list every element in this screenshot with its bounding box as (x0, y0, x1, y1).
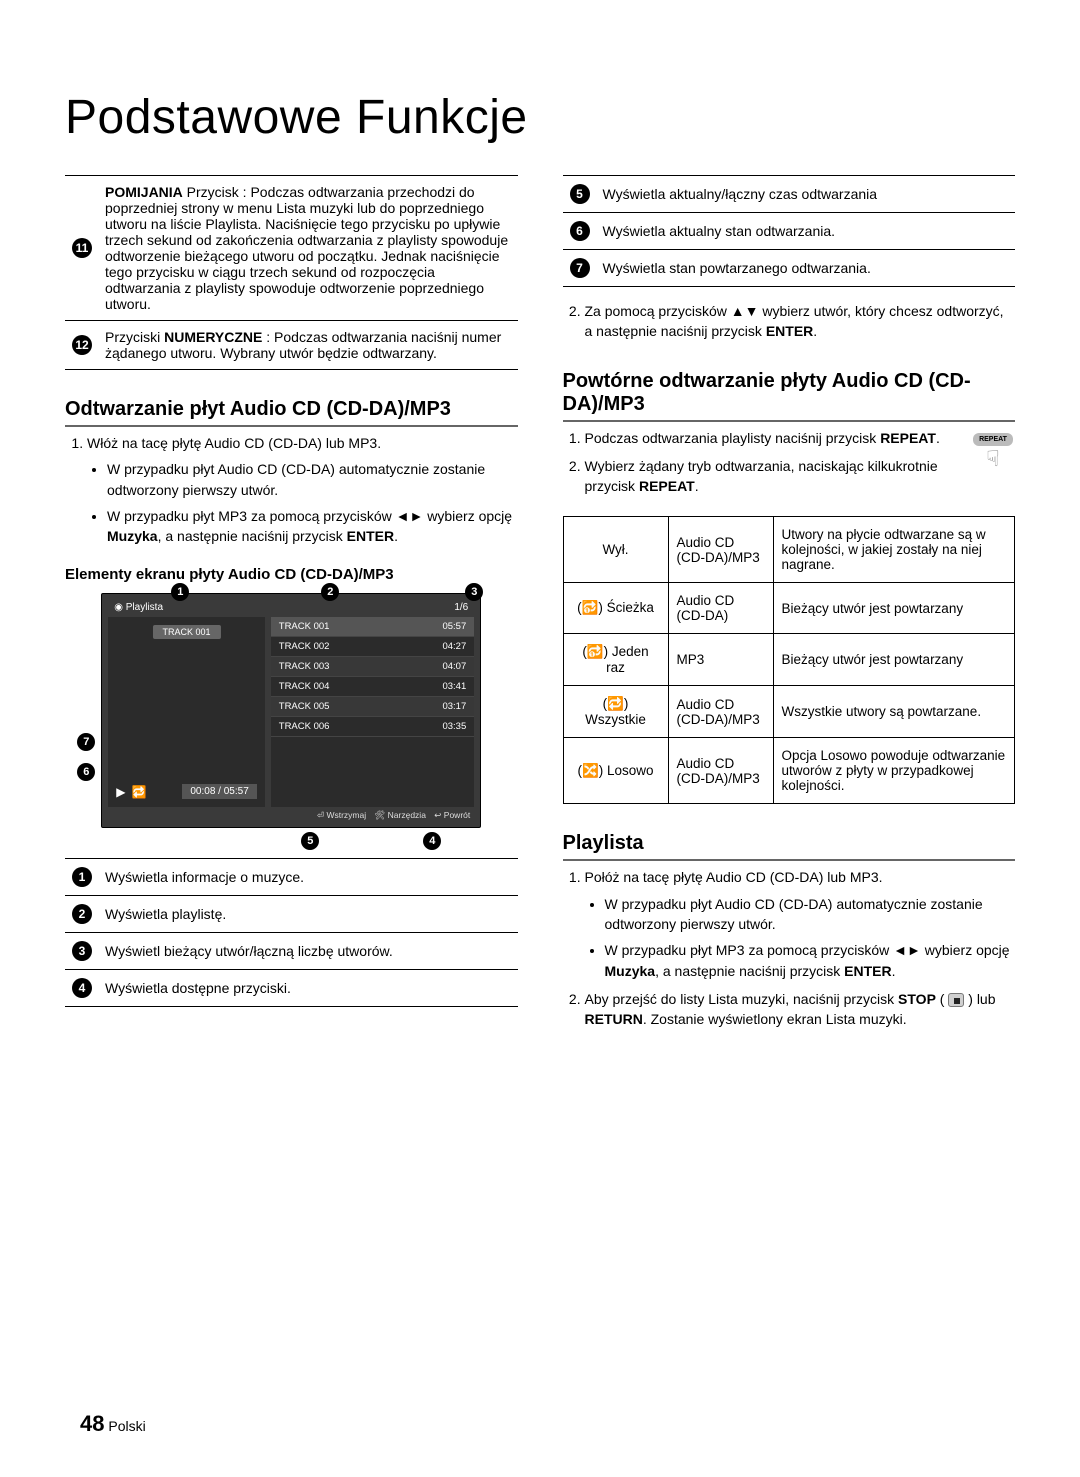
legend-2: Wyświetla playlistę. (99, 896, 518, 933)
rt-desc: Opcja Losowo powoduje odtwarzanie utworó… (773, 738, 1015, 804)
skip-numeric-table: 11 POMIJANIA Przycisk : Podczas odtwarza… (65, 175, 518, 370)
callout-6: 6 (77, 763, 95, 781)
screen-info-panel: TRACK 001 ▶ 🔁 00:08 / 05:57 (108, 617, 265, 807)
time-display: 00:08 / 05:57 (182, 784, 256, 799)
badge-2: 2 (72, 904, 92, 924)
list-item: TRACK 00204:27 (271, 637, 474, 657)
pl-step2: Aby przejść do listy Lista muzyki, naciś… (585, 989, 1016, 1030)
section-cd-playback: Odtwarzanie płyt Audio CD (CD-DA)/MP3 (65, 398, 518, 427)
rt-mode: (🔀) Losowo (563, 738, 668, 804)
badge-1: 1 (72, 867, 92, 887)
callout-4: 4 (423, 832, 441, 850)
legend-4: Wyświetla dostępne przyciski. (99, 970, 518, 1007)
row-11-text: POMIJANIA Przycisk : Podczas odtwarzania… (99, 176, 518, 321)
list-item: TRACK 00105:57 (271, 617, 474, 637)
rt-mode: (🔂) Ścieżka (563, 583, 668, 634)
section-repeat: Powtórne odtwarzanie płyty Audio CD (CD-… (563, 370, 1016, 422)
row-12-text: Przyciski NUMERYCZNE : Podczas odtwarzan… (99, 321, 518, 370)
rt-desc: Utwory na płycie odtwarzane są w kolejno… (773, 517, 1015, 583)
screen-header: ◉ Playlista 1/6 (108, 600, 474, 617)
screen-elements-title: Elementy ekranu płyty Audio CD (CD-DA)/M… (65, 566, 518, 583)
step1-bullet1: W przypadku płyt Audio CD (CD-DA) automa… (107, 459, 518, 500)
badge-11: 11 (72, 238, 92, 258)
rt-desc: Bieżący utwór jest powtarzany (773, 634, 1015, 686)
pl-bullet1: W przypadku płyt Audio CD (CD-DA) automa… (605, 894, 1016, 935)
steps-playlist: Połóż na tacę płytę Audio CD (CD-DA) lub… (563, 867, 1016, 1029)
callout-5: 5 (301, 832, 319, 850)
steps-cd: Włóż na tacę płytę Audio CD (CD-DA) lub … (65, 433, 518, 546)
repeat-remote-icon: REPEAT ☟ (971, 428, 1015, 470)
section-playlist: Playlista (563, 832, 1016, 861)
rt-media: Audio CD (CD-DA)/MP3 (668, 738, 773, 804)
pl-bullet2: W przypadku płyt MP3 za pomocą przyciskó… (605, 940, 1016, 981)
stop-icon (948, 993, 964, 1007)
now-playing-label: TRACK 001 (152, 625, 220, 639)
legend-3: Wyświetl bieżący utwór/łączną liczbę utw… (99, 933, 518, 970)
rt-media: MP3 (668, 634, 773, 686)
rt-mode: (🔂) Jeden raz (563, 634, 668, 686)
rt-desc: Wszystkie utwory są powtarzane. (773, 686, 1015, 738)
rt-media: Audio CD (CD-DA)/MP3 (668, 517, 773, 583)
legend-6: Wyświetla aktualny stan odtwarzania. (597, 213, 1016, 250)
left-column: 11 POMIJANIA Przycisk : Podczas odtwarza… (65, 175, 518, 1038)
rt-media: Audio CD (CD-DA)/MP3 (668, 686, 773, 738)
screen-diagram: 1 2 3 7 6 5 4 ◉ Playlista 1/6 TRACK 001 … (101, 593, 481, 828)
page-footer: 48 Polski (80, 1411, 146, 1437)
badge-12: 12 (72, 335, 92, 355)
legend-1: Wyświetla informacje o muzyce. (99, 859, 518, 896)
badge-7: 7 (570, 258, 590, 278)
page-title: Podstawowe Funkcje (65, 90, 1015, 145)
repeat-icon: 🔁 (131, 785, 146, 799)
rt-mode: (🔁) Wszystkie (563, 686, 668, 738)
screen-playlist: TRACK 00105:57 TRACK 00204:27 TRACK 0030… (271, 617, 474, 807)
right-column: 5 Wyświetla aktualny/łączny czas odtwarza… (563, 175, 1016, 1038)
steps-select-track: Za pomocą przycisków ▲▼ wybierz utwór, k… (563, 301, 1016, 342)
repeat-modes-table: Wył.Audio CD (CD-DA)/MP3Utwory na płycie… (563, 516, 1016, 804)
list-item: TRACK 00503:17 (271, 697, 474, 717)
repeat-step1: Podczas odtwarzania playlisty naciśnij p… (585, 428, 1016, 448)
steps-repeat: Podczas odtwarzania playlisty naciśnij p… (563, 428, 1016, 497)
play-icon: ▶ (116, 785, 125, 799)
repeat-step2: Wybierz żądany tryb odtwarzania, naciska… (585, 456, 1016, 497)
legend-7: Wyświetla stan powtarzanego odtwarzania. (597, 250, 1016, 287)
badge-6: 6 (570, 221, 590, 241)
rt-desc: Bieżący utwór jest powtarzany (773, 583, 1015, 634)
pl-step1: Połóż na tacę płytę Audio CD (CD-DA) lub… (585, 869, 883, 885)
rt-mode: Wył. (563, 517, 668, 583)
step2: Za pomocą przycisków ▲▼ wybierz utwór, k… (585, 301, 1016, 342)
badge-4: 4 (72, 978, 92, 998)
screen-footer: ⏎ Wstrzymaj 🛠 Narzędzia ↩ Powrót (108, 807, 474, 821)
badge-3: 3 (72, 941, 92, 961)
rt-media: Audio CD (CD-DA) (668, 583, 773, 634)
legend-5: Wyświetla aktualny/łączny czas odtwarzan… (597, 176, 1016, 213)
badge-5: 5 (570, 184, 590, 204)
step1-text: Włóż na tacę płytę Audio CD (CD-DA) lub … (87, 435, 381, 451)
list-item: TRACK 00603:35 (271, 717, 474, 737)
step1-bullet2: W przypadku płyt MP3 za pomocą przyciskó… (107, 506, 518, 547)
callout-7: 7 (77, 733, 95, 751)
legend-table-right: 5 Wyświetla aktualny/łączny czas odtwarza… (563, 175, 1016, 287)
player-screen: ◉ Playlista 1/6 TRACK 001 ▶ 🔁 00:08 / 05… (101, 593, 481, 828)
legend-table-left: 1 Wyświetla informacje o muzyce. 2 Wyświet… (65, 858, 518, 1007)
list-item: TRACK 00403:41 (271, 677, 474, 697)
list-item: TRACK 00304:07 (271, 657, 474, 677)
columns: 11 POMIJANIA Przycisk : Podczas odtwarza… (65, 175, 1015, 1038)
